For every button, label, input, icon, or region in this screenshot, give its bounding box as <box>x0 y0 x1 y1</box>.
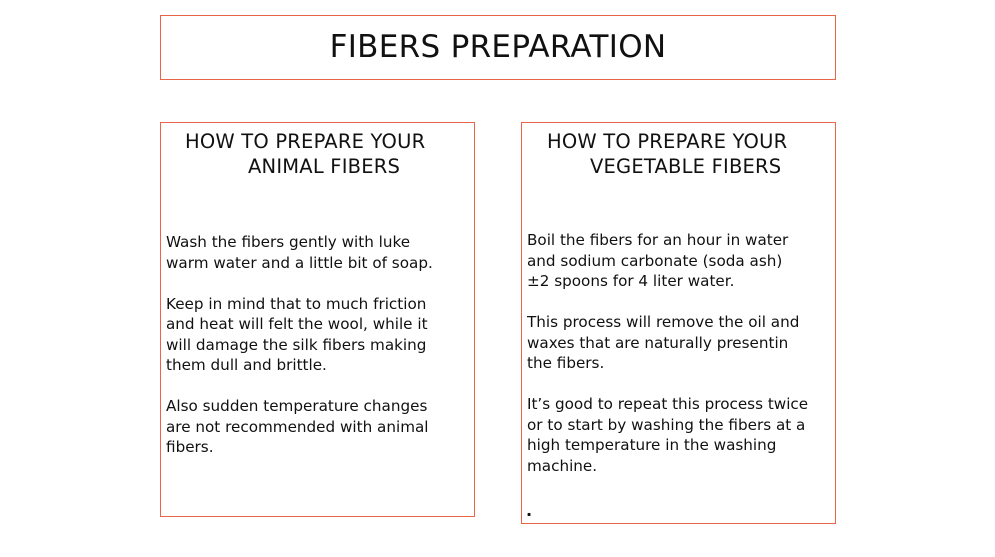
vegetable-fibers-heading-line1: HOW TO PREPARE YOUR <box>547 130 788 153</box>
trailing-period: . <box>526 501 533 520</box>
vegetable-fibers-card: HOW TO PREPARE YOUR VEGETABLE FIBERS Boi… <box>521 122 836 524</box>
animal-fibers-body: Wash the fibers gently with luke warm wa… <box>166 232 470 478</box>
vegetable-fibers-heading: HOW TO PREPARE YOUR VEGETABLE FIBERS <box>522 129 835 179</box>
vegetable-fibers-paragraph-1: Boil the fibers for an hour in water and… <box>527 231 789 290</box>
title-box: FIBERS PREPARATION <box>160 15 836 80</box>
vegetable-fibers-paragraph-2: This process will remove the oil and wax… <box>527 313 800 372</box>
page-title: FIBERS PREPARATION <box>329 29 667 65</box>
vegetable-fibers-paragraph-3: It’s good to repeat this process twice o… <box>527 395 809 475</box>
vegetable-fibers-heading-line2: VEGETABLE FIBERS <box>590 155 782 178</box>
animal-fibers-heading: HOW TO PREPARE YOUR ANIMAL FIBERS <box>161 129 474 179</box>
vegetable-fibers-body: Boil the fibers for an hour in water and… <box>527 230 831 497</box>
animal-fibers-paragraph-1: Wash the fibers gently with luke warm wa… <box>166 233 433 272</box>
animal-fibers-heading-line1: HOW TO PREPARE YOUR <box>185 130 426 153</box>
animal-fibers-paragraph-3: Also sudden temperature changes are not … <box>166 397 429 456</box>
animal-fibers-heading-line2: ANIMAL FIBERS <box>248 155 401 178</box>
animal-fibers-paragraph-2: Keep in mind that to much friction and h… <box>166 294 428 375</box>
animal-fibers-card: HOW TO PREPARE YOUR ANIMAL FIBERS Wash t… <box>160 122 475 517</box>
